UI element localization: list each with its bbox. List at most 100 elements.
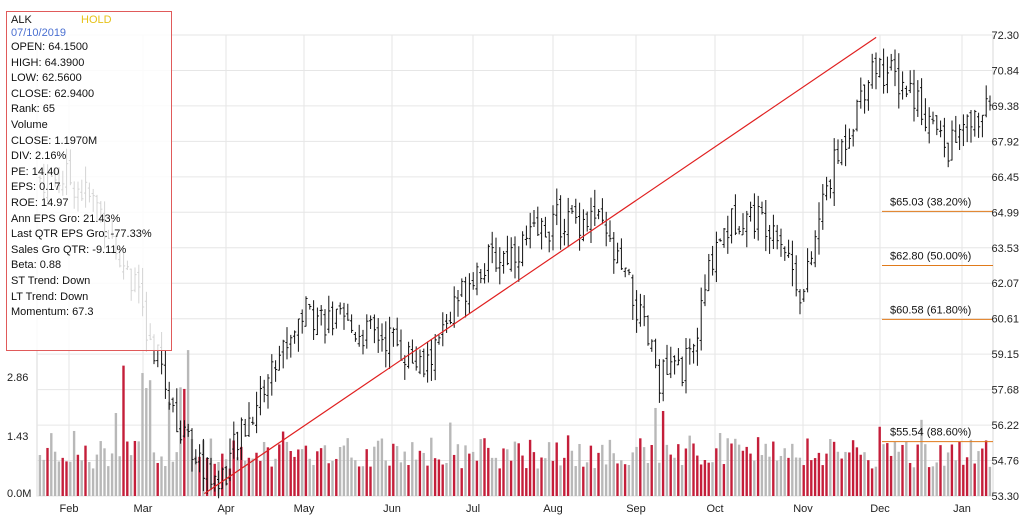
- price-tick-label: 62.07: [991, 278, 1019, 290]
- volume-bar: [578, 443, 581, 496]
- volume-bar: [627, 464, 631, 496]
- ticker-symbol: ALK: [11, 14, 32, 26]
- volume-bar: [414, 459, 418, 496]
- ohlc-bar: [418, 349, 422, 375]
- month-tick-label: Jul: [466, 503, 480, 515]
- price-tick-label: 72.30: [991, 30, 1019, 42]
- axis-labels: 72.30 70.84 69.38 67.92 66.45 64.99 63.53 62.07…: [7, 30, 1019, 515]
- volume-bar: [407, 465, 410, 496]
- quote-info-panel: ALK HOLD 07/10/2019 OPEN: 64.1500 HIGH: 6…: [6, 11, 172, 351]
- volume-bar: [848, 452, 851, 496]
- volume-bar: [456, 444, 460, 496]
- volume-bar: [855, 447, 859, 496]
- ohlc-bar: [737, 226, 741, 235]
- ohlc-bar: [597, 209, 601, 220]
- ohlc-bar: [935, 115, 939, 136]
- quote-stat-row: LT Trend: Down: [11, 290, 89, 303]
- ohlc-bar: [874, 52, 878, 90]
- ohlc-bar: [513, 236, 517, 279]
- ohlc-bar: [304, 296, 308, 327]
- ohlc-bar: [167, 381, 171, 410]
- ohlc-bar: [559, 195, 563, 250]
- volume-bar: [920, 419, 923, 496]
- volume-bar: [270, 466, 273, 496]
- ohlc-bar: [361, 329, 365, 355]
- volume-bar: [772, 441, 775, 496]
- ohlc-bar: [802, 288, 806, 302]
- ohlc-bar: [965, 114, 969, 143]
- volume-bar: [699, 464, 703, 496]
- ohlc-bar: [821, 184, 825, 230]
- quote-stat-row: Momentum: 67.3: [11, 306, 94, 319]
- volume-bar: [817, 452, 821, 496]
- fib-level-label: $60.58 (61.80%): [890, 304, 971, 316]
- quote-stat-row: CLOSE: 1.1970M: [11, 134, 98, 147]
- ohlc-bar: [323, 309, 327, 344]
- quote-stat-row: HIGH: 64.3900: [11, 56, 85, 69]
- ohlc-bar: [540, 218, 544, 250]
- volume-bar: [57, 461, 61, 496]
- volume-bar: [460, 468, 463, 496]
- ohlc-bar: [661, 359, 665, 402]
- ohlc-bar: [262, 379, 266, 403]
- volume-bar: [160, 456, 163, 496]
- ohlc-bar: [543, 216, 547, 238]
- ohlc-bar: [733, 194, 737, 236]
- volume-bar: [422, 452, 425, 496]
- volume-bar: [148, 380, 152, 496]
- volume-bar: [566, 435, 570, 496]
- volume-bar: [312, 464, 315, 496]
- ohlc-bar: [464, 276, 468, 318]
- ohlc-bar: [859, 77, 863, 109]
- ohlc-bar: [186, 423, 190, 437]
- month-tick-label: Jan: [953, 503, 971, 515]
- ohlc-bar: [984, 85, 988, 118]
- ohlc-bar: [950, 120, 954, 161]
- fib-level-label: $62.80 (50.00%): [890, 251, 971, 263]
- ohlc-bar: [426, 341, 430, 383]
- ohlc-bar: [695, 327, 699, 366]
- price-tick-label: 60.61: [991, 314, 1019, 326]
- ohlc-bar: [931, 111, 935, 125]
- volume-bar: [650, 445, 653, 496]
- volume-bar: [91, 468, 95, 496]
- ohlc-bar: [840, 139, 844, 166]
- ohlc-bar: [904, 85, 908, 98]
- volume-bar: [924, 444, 927, 496]
- volume-bar: [468, 453, 471, 496]
- ohlc-bar: [885, 56, 889, 94]
- volume-bar: [441, 464, 444, 496]
- ohlc-bar: [699, 287, 703, 351]
- price-tick-label: 54.76: [991, 456, 1019, 468]
- ohlc-bar: [312, 300, 316, 340]
- volume-bar: [293, 456, 296, 496]
- volume-bar: [726, 438, 729, 496]
- volume-bar: [791, 443, 794, 496]
- volume-bar: [289, 451, 292, 496]
- volume-bar: [658, 462, 661, 496]
- volume-bar: [756, 437, 760, 496]
- ohlc-bar: [327, 295, 331, 334]
- ohlc-bar: [258, 375, 262, 416]
- volume-bar: [418, 450, 422, 496]
- volume-bar: [988, 466, 992, 496]
- price-tick-label: 69.38: [991, 101, 1019, 113]
- volume-bar: [449, 422, 452, 496]
- volume-bar: [274, 458, 277, 496]
- ohlc-bar: [790, 240, 794, 287]
- volume-bar: [810, 460, 813, 496]
- volume-bar: [487, 447, 490, 496]
- volume-bar: [403, 451, 406, 496]
- volume-bar: [167, 401, 171, 496]
- volume-bar: [965, 457, 969, 496]
- volume-bar: [319, 448, 323, 496]
- volume-bar: [95, 454, 99, 496]
- volume-bar: [350, 457, 353, 496]
- volume-bar: [749, 453, 752, 496]
- volume-bar: [760, 455, 764, 496]
- volume-bar: [551, 460, 555, 496]
- ohlc-bar: [334, 308, 338, 329]
- quote-stat-row: ST Trend: Down: [11, 274, 91, 287]
- ohlc-bar: [521, 231, 525, 267]
- volume-bar: [798, 457, 802, 496]
